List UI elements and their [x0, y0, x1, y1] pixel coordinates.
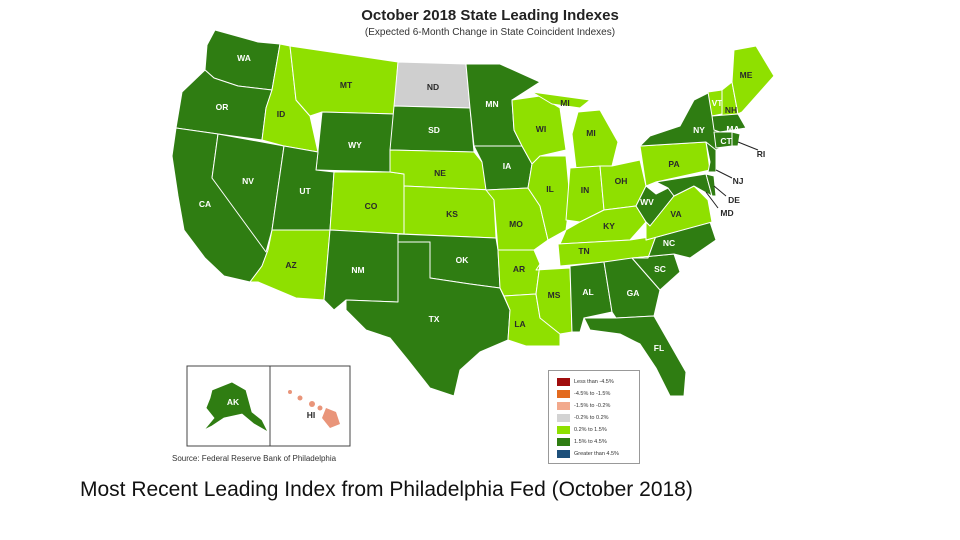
label-mn: MN [485, 99, 498, 109]
state-de [705, 173, 717, 197]
label-tx: TX [429, 314, 440, 324]
label-ok: OK [456, 255, 470, 265]
label-ca: CA [199, 199, 211, 209]
legend-item: 1.5% to 4.5% [557, 437, 607, 446]
state-nc [631, 221, 717, 259]
label-nm: NM [351, 265, 364, 275]
label-wv: WV [640, 197, 654, 207]
legend-label: 0.2% to 1.5% [574, 426, 607, 433]
label-oh: OH [615, 176, 628, 186]
label-ia: IA [503, 161, 512, 171]
map-subtitle: (Expected 6-Month Change in State Coinci… [364, 27, 616, 38]
label-mt: MT [340, 80, 353, 90]
state-nv [211, 133, 285, 253]
label-az: AZ [285, 260, 296, 270]
label-va: VA [670, 209, 681, 219]
legend-label: 1.5% to 4.5% [574, 438, 607, 445]
label-ky: KY [603, 221, 615, 231]
state-me [731, 45, 775, 115]
state-fl [583, 315, 687, 397]
legend-label: Greater than 4.5% [574, 450, 619, 457]
label-ms: MS [548, 290, 561, 300]
label-id: ID [277, 109, 286, 119]
label-fl: FL [654, 343, 664, 353]
legend-item: Greater than 4.5% [557, 449, 619, 458]
label-sd: SD [428, 125, 440, 135]
label-wi: WI [536, 124, 546, 134]
legend-swatch [557, 389, 570, 398]
label-co: CO [365, 201, 378, 211]
slide-caption: Most Recent Leading Index from Philadelp… [80, 478, 693, 501]
map-legend: Less than -4.5% -4.5% to -1.5% -1.5% to … [548, 370, 640, 464]
state-ri [731, 131, 741, 147]
label-or: OR [216, 102, 229, 112]
legend-label: -0.2% to 0.2% [574, 414, 609, 421]
label-ak: AK [227, 397, 240, 407]
legend-label: -1.5% to -0.2% [574, 402, 611, 409]
label-ri: RI [757, 149, 766, 159]
label-nh: NH [725, 105, 737, 115]
state-ak [203, 381, 269, 434]
label-nc: NC [663, 238, 675, 248]
state-mi-up [531, 91, 591, 109]
label-ct: CT [720, 136, 732, 146]
legend-label: Less than -4.5% [574, 378, 614, 385]
legend-item: Less than -4.5% [557, 377, 614, 386]
label-ar: AR [513, 264, 525, 274]
label-pa: PA [668, 159, 679, 169]
label-in: IN [581, 185, 590, 195]
state-ma [711, 113, 747, 133]
legend-item: -4.5% to -1.5% [557, 389, 610, 398]
legend-swatch [557, 437, 570, 446]
label-ks: KS [446, 209, 458, 219]
state-hi [288, 390, 340, 428]
label-ut: UT [299, 186, 311, 196]
label-ne: NE [434, 168, 446, 178]
inset-frame [186, 365, 351, 447]
label-il: IL [546, 184, 554, 194]
map-source: Source: Federal Reserve Bank of Philadel… [172, 454, 337, 463]
legend-label: -4.5% to -1.5% [574, 390, 611, 397]
label-wa: WA [237, 53, 251, 63]
label-wy: WY [348, 140, 362, 150]
label-ga: GA [627, 288, 640, 298]
label-ny: NY [693, 125, 705, 135]
label-sc: SC [654, 264, 666, 274]
state-tx [345, 241, 511, 397]
label-mi-up: MI [560, 98, 569, 108]
map-title: October 2018 State Leading Indexes [361, 7, 619, 24]
state-va [645, 185, 713, 241]
state-ks [403, 185, 497, 239]
label-de: DE [728, 195, 740, 205]
label-ma: MA [726, 124, 739, 134]
label-al: AL [582, 287, 593, 297]
label-nv: NV [242, 176, 254, 186]
label-me: ME [740, 70, 753, 80]
legend-item: -0.2% to 0.2% [557, 413, 609, 422]
label-nd: ND [427, 82, 439, 92]
label-mi: MI [586, 128, 595, 138]
label-tn: TN [578, 246, 589, 256]
state-mi [571, 109, 619, 169]
legend-item: 0.2% to 1.5% [557, 425, 607, 434]
label-la: LA [514, 319, 525, 329]
label-hi: HI [307, 410, 316, 420]
legend-swatch [557, 377, 570, 386]
legend-swatch [557, 401, 570, 410]
legend-swatch [557, 449, 570, 458]
legend-item: -1.5% to -0.2% [557, 401, 610, 410]
label-md: MD [720, 208, 733, 218]
label-nj: NJ [733, 176, 744, 186]
legend-swatch [557, 425, 570, 434]
label-mo: MO [509, 219, 523, 229]
label-vt: VT [712, 98, 724, 108]
legend-swatch [557, 413, 570, 422]
